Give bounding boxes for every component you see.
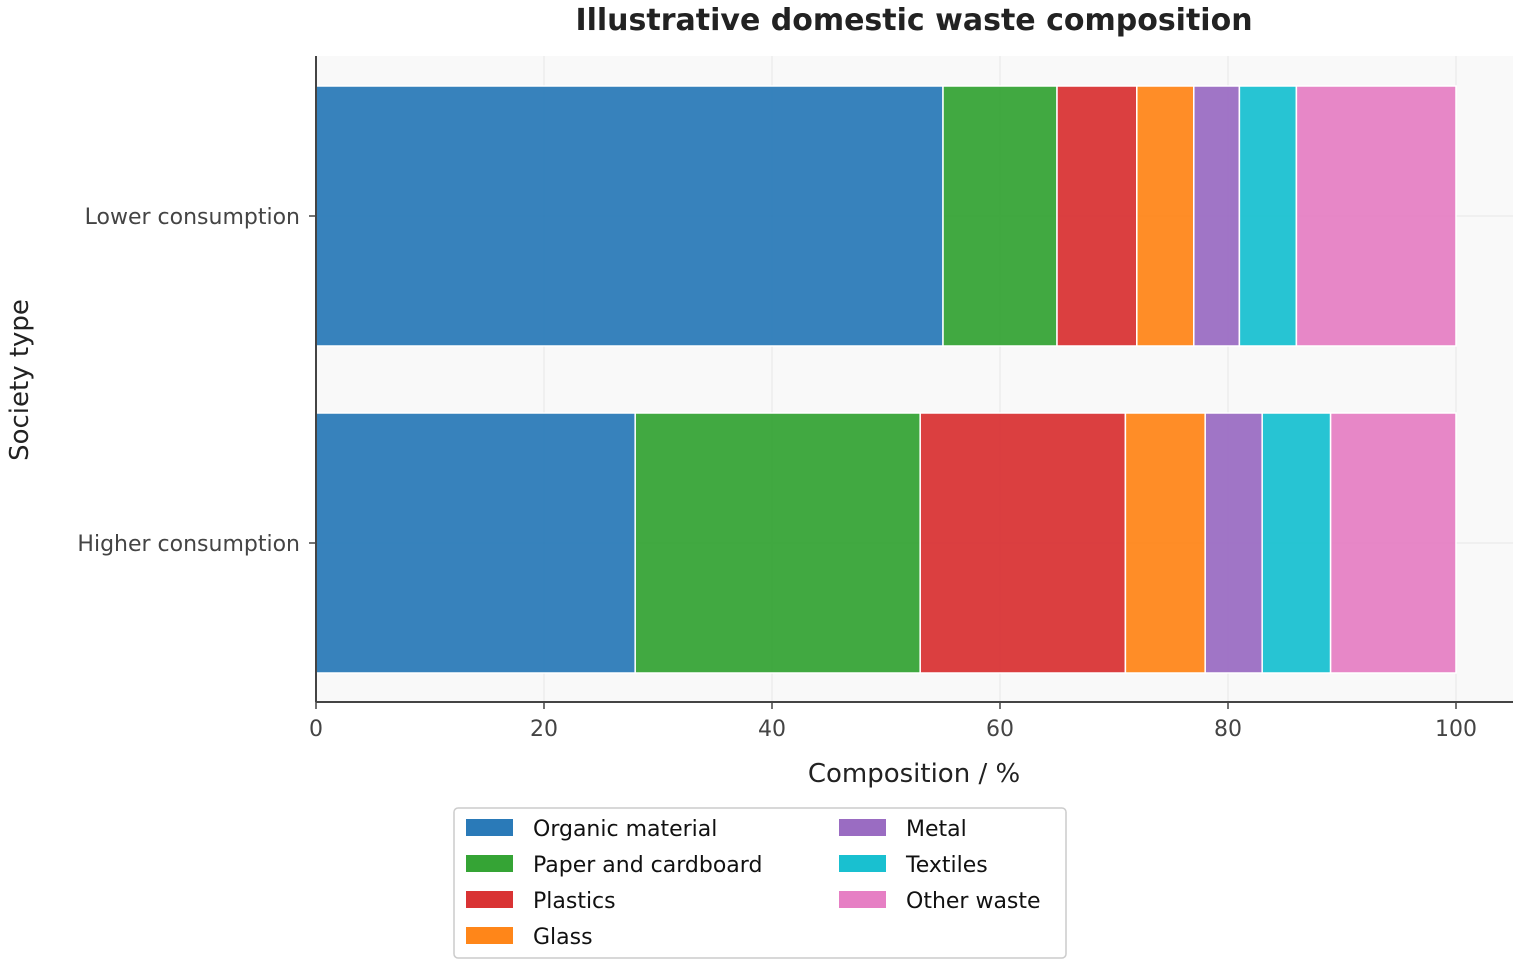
bar-segment bbox=[315, 412, 636, 674]
legend-swatch bbox=[466, 927, 513, 944]
bar-segment bbox=[1238, 85, 1298, 347]
bar-segment bbox=[1204, 412, 1263, 674]
legend-swatch bbox=[839, 819, 886, 836]
bar-segment bbox=[1124, 412, 1206, 674]
bar-segment bbox=[634, 412, 921, 674]
bar-segment bbox=[1136, 85, 1195, 347]
legend-label: Plastics bbox=[533, 889, 616, 914]
bar-segment bbox=[1329, 412, 1457, 674]
x-tick-label: 0 bbox=[309, 717, 323, 742]
y-axis-label: Society type bbox=[5, 299, 35, 461]
legend-swatch bbox=[466, 855, 513, 872]
x-tick-label: 80 bbox=[1214, 717, 1242, 742]
legend-label: Textiles bbox=[905, 853, 988, 878]
legend-swatch bbox=[466, 891, 513, 908]
legend-swatch bbox=[466, 819, 513, 836]
legend-label: Paper and cardboard bbox=[533, 853, 762, 878]
legend-label: Other waste bbox=[906, 889, 1041, 914]
legend-label: Organic material bbox=[533, 817, 717, 842]
bar-segment bbox=[315, 85, 944, 347]
x-tick-label: 40 bbox=[758, 717, 786, 742]
legend-label: Glass bbox=[533, 925, 593, 950]
y-tick-label: Higher consumption bbox=[77, 532, 300, 557]
bar-segment bbox=[1193, 85, 1241, 347]
legend: Organic material Paper and cardboard Plast… bbox=[453, 807, 1067, 959]
y-tick-label: Lower consumption bbox=[85, 205, 300, 230]
bar-layer bbox=[315, 85, 1457, 674]
x-tick-label: 100 bbox=[1435, 717, 1477, 742]
bar-segment bbox=[1261, 412, 1332, 674]
x-tick-label: 60 bbox=[986, 717, 1014, 742]
bar-segment bbox=[919, 412, 1127, 674]
axis-layer bbox=[315, 56, 1513, 703]
legend-swatch bbox=[839, 891, 886, 908]
chart-title: Illustrative domestic waste composition bbox=[575, 3, 1252, 38]
legend-swatch bbox=[839, 855, 886, 872]
tick-layer: 0 20 40 60 80 100 Lower consumption Higher cons… bbox=[77, 205, 1477, 742]
bar-segment bbox=[942, 85, 1058, 347]
x-axis-label: Composition / % bbox=[808, 759, 1020, 789]
x-tick-label: 20 bbox=[530, 717, 558, 742]
bar-segment bbox=[1056, 85, 1138, 347]
legend-frame bbox=[453, 807, 1067, 959]
legend-label: Metal bbox=[906, 817, 967, 842]
bar-segment bbox=[1295, 85, 1457, 347]
